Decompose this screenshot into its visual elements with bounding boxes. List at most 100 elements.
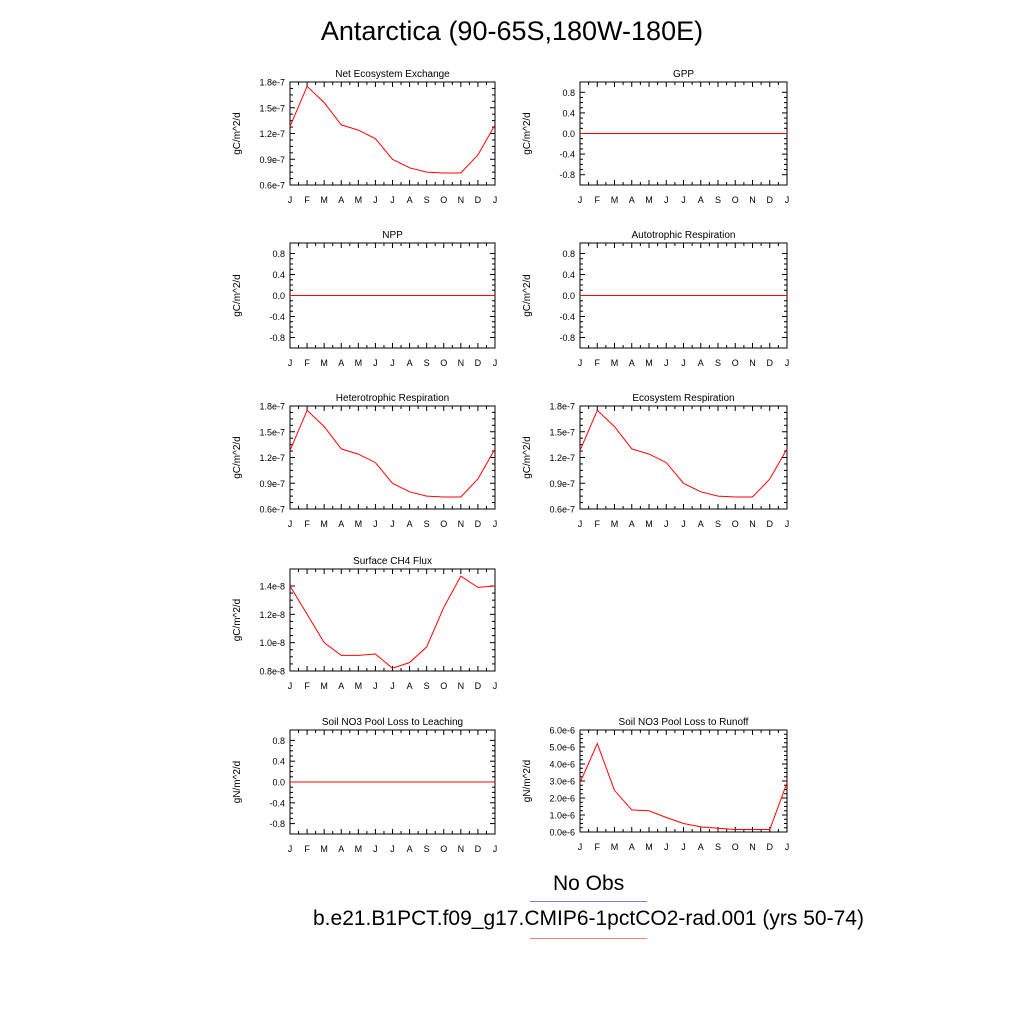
x-tick-label: D	[475, 844, 482, 854]
y-axis-label: gC/m^2/d	[232, 112, 243, 155]
x-tick-label: A	[407, 519, 413, 529]
y-tick-label: 1.2e-7	[259, 453, 285, 463]
y-tick-label: 2.0e-6	[549, 794, 575, 804]
y-tick-label: 1.8e-7	[549, 402, 575, 412]
x-tick-label: A	[407, 681, 413, 691]
series-line	[289, 409, 496, 498]
x-tick-label: J	[578, 842, 583, 852]
plot-title: Soil NO3 Pool Loss to Leaching	[322, 717, 463, 728]
x-tick-label: F	[595, 195, 601, 205]
x-tick-label: D	[767, 519, 774, 529]
y-tick-label: 1.2e-7	[549, 453, 575, 463]
y-tick-label: -0.8	[559, 333, 575, 343]
x-tick-label: M	[355, 358, 363, 368]
series-line	[289, 575, 496, 669]
x-tick-label: N	[749, 842, 756, 852]
x-tick-label: D	[767, 842, 774, 852]
y-axis-label: gC/m^2/d	[232, 436, 243, 479]
x-tick-label: S	[715, 358, 721, 368]
x-tick-label: F	[304, 844, 310, 854]
x-tick-label: M	[320, 358, 328, 368]
x-tick-label: J	[493, 681, 498, 691]
x-tick-label: J	[390, 681, 395, 691]
x-tick-label: N	[458, 195, 465, 205]
y-axis-label: gC/m^2/d	[522, 436, 533, 479]
x-tick-label: J	[785, 519, 790, 529]
series-line	[579, 742, 788, 830]
x-tick-label: F	[304, 195, 310, 205]
x-tick-label: A	[698, 519, 704, 529]
plot-title: Soil NO3 Pool Loss to Runoff	[619, 717, 749, 728]
x-tick-label: A	[629, 842, 635, 852]
y-tick-label: 0.0	[272, 291, 285, 301]
legend-case-label: b.e21.B1PCT.f09_g17.CMIP6-1pctCO2-rad.00…	[313, 907, 864, 930]
y-tick-label: -0.4	[559, 150, 575, 160]
x-tick-label: O	[732, 842, 739, 852]
x-tick-label: A	[338, 681, 344, 691]
x-tick-label: F	[595, 358, 601, 368]
y-tick-label: -0.8	[269, 819, 285, 829]
x-tick-label: A	[407, 358, 413, 368]
x-tick-label: M	[320, 519, 328, 529]
x-tick-label: M	[355, 195, 363, 205]
x-tick-label: J	[681, 195, 686, 205]
x-tick-label: M	[645, 195, 653, 205]
x-tick-label: A	[338, 844, 344, 854]
y-tick-label: 0.8	[562, 249, 575, 259]
x-tick-label: D	[475, 195, 482, 205]
y-tick-label: 0.9e-7	[259, 479, 285, 489]
x-tick-label: D	[767, 195, 774, 205]
x-tick-label: F	[595, 842, 601, 852]
x-tick-label: M	[320, 681, 328, 691]
x-tick-label: J	[288, 844, 293, 854]
y-tick-label: 0.6e-7	[549, 505, 575, 515]
legend-case-line	[530, 938, 647, 939]
x-tick-label: A	[698, 842, 704, 852]
plot-frame	[289, 568, 496, 672]
x-tick-label: M	[320, 844, 328, 854]
plot-title: Autotrophic Respiration	[632, 230, 736, 241]
y-tick-label: 1.8e-7	[259, 402, 285, 412]
x-tick-label: F	[304, 358, 310, 368]
y-tick-label: -0.4	[269, 798, 285, 808]
y-axis-label: gN/m^2/d	[522, 760, 533, 803]
y-tick-label: -0.4	[269, 312, 285, 322]
x-tick-label: J	[664, 519, 669, 529]
x-tick-label: J	[785, 358, 790, 368]
x-tick-label: S	[424, 519, 430, 529]
x-tick-label: D	[767, 358, 774, 368]
y-tick-label: 0.0e-6	[549, 828, 575, 838]
x-tick-label: J	[664, 842, 669, 852]
x-tick-label: A	[338, 519, 344, 529]
x-tick-label: J	[664, 195, 669, 205]
x-tick-label: O	[440, 195, 447, 205]
x-tick-label: O	[440, 358, 447, 368]
x-tick-label: A	[338, 358, 344, 368]
x-tick-label: N	[749, 519, 756, 529]
x-tick-label: A	[629, 358, 635, 368]
y-tick-label: 1.5e-7	[259, 103, 285, 113]
y-tick-label: 0.8e-8	[259, 667, 285, 677]
y-axis-label: gC/m^2/d	[522, 112, 533, 155]
x-tick-label: O	[440, 519, 447, 529]
x-tick-label: J	[578, 358, 583, 368]
x-tick-label: D	[475, 681, 482, 691]
x-tick-label: F	[304, 681, 310, 691]
x-tick-label: J	[288, 195, 293, 205]
y-axis-label: gN/m^2/d	[232, 761, 243, 804]
x-tick-label: J	[288, 681, 293, 691]
x-tick-label: S	[424, 358, 430, 368]
series-line	[289, 85, 496, 174]
x-tick-label: J	[390, 358, 395, 368]
y-tick-label: 0.0	[562, 291, 575, 301]
x-tick-label: M	[355, 844, 363, 854]
x-tick-label: O	[440, 681, 447, 691]
y-tick-label: -0.4	[559, 312, 575, 322]
y-axis-label: gC/m^2/d	[232, 274, 243, 317]
x-tick-label: J	[493, 195, 498, 205]
y-tick-label: 0.6e-7	[259, 181, 285, 191]
x-tick-label: J	[288, 358, 293, 368]
x-tick-label: S	[715, 195, 721, 205]
x-tick-label: A	[629, 519, 635, 529]
y-tick-label: 0.8	[272, 736, 285, 746]
